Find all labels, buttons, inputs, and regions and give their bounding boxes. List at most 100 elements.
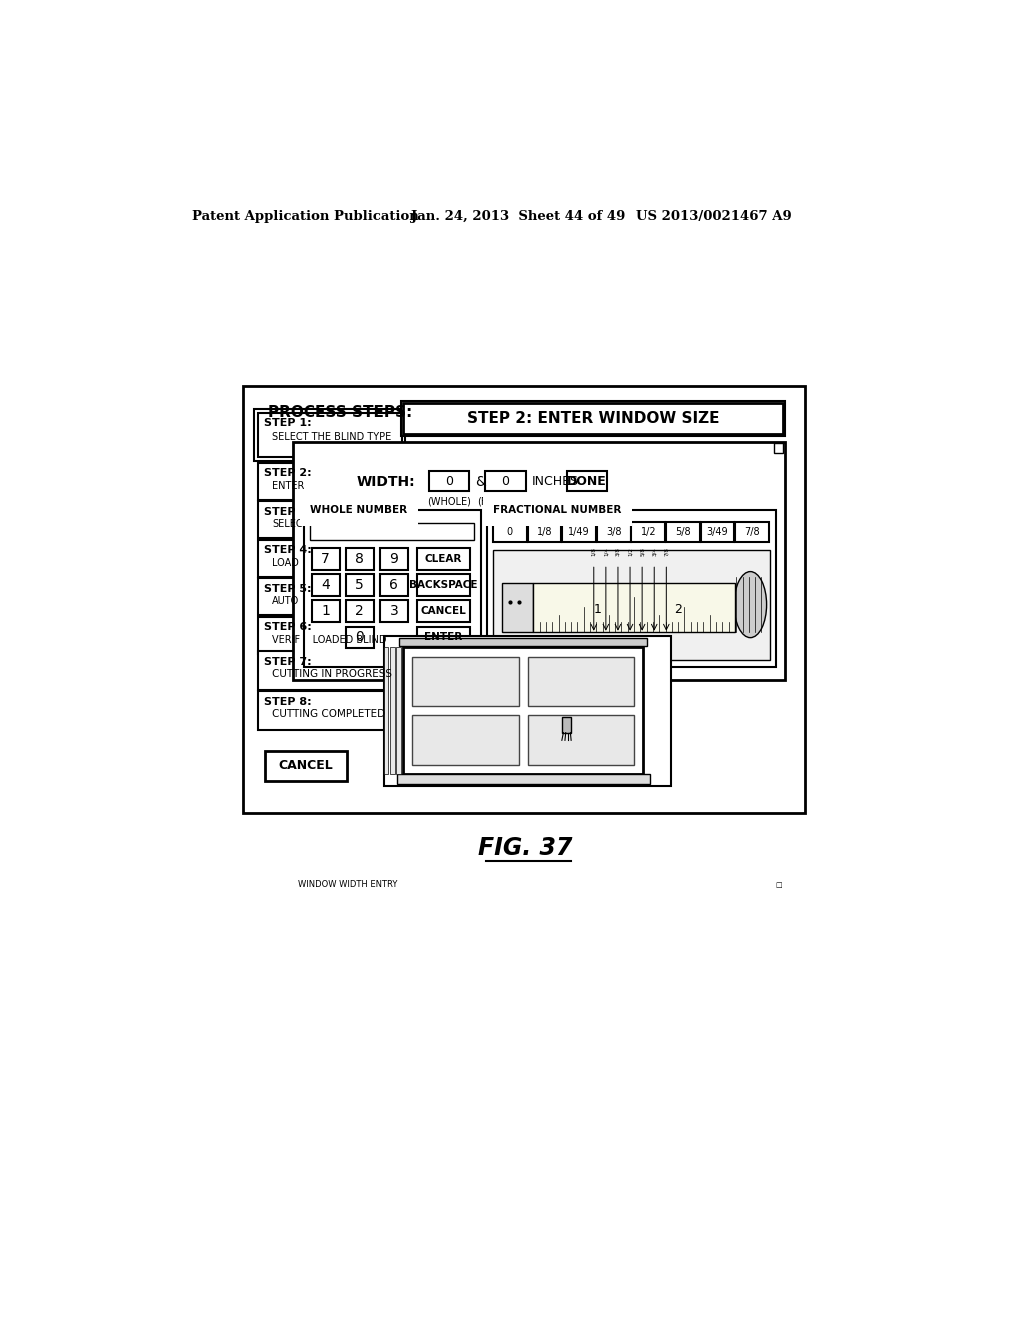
Text: 0: 0 bbox=[502, 474, 509, 487]
Bar bbox=[293, 442, 785, 681]
Bar bbox=[417, 548, 470, 570]
Bar bbox=[346, 627, 374, 648]
Text: STEP 4:: STEP 4: bbox=[264, 545, 312, 556]
Bar bbox=[528, 715, 634, 766]
Text: DONE: DONE bbox=[567, 474, 606, 487]
Text: INCHES: INCHES bbox=[531, 475, 579, 488]
Text: 3/4: 3/4 bbox=[651, 546, 656, 556]
Ellipse shape bbox=[734, 572, 767, 638]
Text: CANCEL: CANCEL bbox=[279, 759, 333, 772]
Text: 8: 8 bbox=[355, 552, 365, 566]
Text: STEP 2:: STEP 2: bbox=[264, 469, 312, 478]
Bar bbox=[632, 521, 666, 543]
Text: 1/2: 1/2 bbox=[640, 527, 656, 537]
Text: ENTER: ENTER bbox=[424, 632, 463, 643]
Bar bbox=[562, 521, 596, 543]
Text: 7/8: 7/8 bbox=[664, 546, 669, 556]
Bar bbox=[397, 775, 649, 784]
Text: 3: 3 bbox=[389, 605, 398, 618]
Bar bbox=[346, 601, 374, 622]
Text: CUTTING COMPLETED: CUTTING COMPLETED bbox=[272, 709, 385, 719]
Text: 3/49: 3/49 bbox=[707, 527, 728, 537]
Bar bbox=[417, 601, 470, 622]
Text: 7: 7 bbox=[322, 552, 330, 566]
Bar bbox=[311, 548, 340, 570]
Bar bbox=[265, 751, 346, 780]
Bar bbox=[413, 715, 518, 766]
Text: SELECT THE BLIND TYPE: SELECT THE BLIND TYPE bbox=[272, 432, 391, 442]
Bar bbox=[384, 636, 671, 785]
Text: 2: 2 bbox=[355, 605, 365, 618]
Bar bbox=[311, 574, 340, 595]
Text: WIDTH:: WIDTH: bbox=[356, 475, 416, 488]
Text: Jan. 24, 2013  Sheet 44 of 49: Jan. 24, 2013 Sheet 44 of 49 bbox=[411, 210, 626, 223]
Bar bbox=[429, 471, 469, 491]
Text: (FRACTION): (FRACTION) bbox=[477, 496, 534, 507]
Bar bbox=[562, 717, 571, 733]
Text: LOAD: LOAD bbox=[272, 557, 299, 568]
Bar bbox=[258, 651, 394, 689]
Text: 0: 0 bbox=[355, 631, 365, 644]
Bar bbox=[258, 502, 394, 539]
Bar bbox=[534, 582, 735, 632]
Bar bbox=[403, 647, 643, 775]
Text: 1/49: 1/49 bbox=[568, 527, 590, 537]
Bar bbox=[346, 548, 374, 570]
Bar bbox=[243, 385, 805, 813]
Text: AUTO: AUTO bbox=[272, 597, 299, 606]
Bar bbox=[493, 549, 770, 660]
Bar bbox=[390, 647, 394, 775]
Text: □: □ bbox=[775, 882, 781, 888]
Bar bbox=[258, 540, 394, 577]
Bar bbox=[258, 462, 394, 499]
Bar bbox=[773, 444, 783, 453]
Text: WINDOW WIDTH ENTRY: WINDOW WIDTH ENTRY bbox=[298, 880, 397, 888]
Bar bbox=[700, 521, 734, 543]
Bar bbox=[566, 471, 607, 491]
Text: 0: 0 bbox=[444, 474, 453, 487]
Text: CUTTING IN PROGRESS: CUTTING IN PROGRESS bbox=[272, 669, 392, 680]
Text: 1/4: 1/4 bbox=[603, 546, 608, 556]
Bar bbox=[400, 401, 785, 437]
Text: STEP 7:: STEP 7: bbox=[264, 657, 312, 667]
Bar bbox=[417, 574, 470, 595]
Bar bbox=[254, 409, 406, 461]
Text: 3/8: 3/8 bbox=[606, 527, 622, 537]
Bar bbox=[485, 471, 525, 491]
Text: 2: 2 bbox=[675, 603, 682, 616]
Text: BACKSPACE: BACKSPACE bbox=[410, 579, 477, 590]
Text: STEP 6:: STEP 6: bbox=[264, 622, 312, 632]
Text: STEP 1:: STEP 1: bbox=[264, 418, 312, 428]
Text: US 2013/0021467 A9: US 2013/0021467 A9 bbox=[636, 210, 792, 223]
Text: 3/8: 3/8 bbox=[615, 546, 621, 556]
Bar bbox=[258, 692, 394, 730]
Text: 5: 5 bbox=[355, 578, 365, 591]
Bar bbox=[403, 404, 783, 434]
Text: 5/8: 5/8 bbox=[675, 527, 690, 537]
Text: STEP 5:: STEP 5: bbox=[264, 583, 312, 594]
Bar bbox=[399, 638, 647, 645]
Bar bbox=[380, 574, 408, 595]
Text: 1/8: 1/8 bbox=[537, 527, 552, 537]
Bar bbox=[597, 521, 631, 543]
Text: 0: 0 bbox=[507, 527, 513, 537]
Text: FRACTIONAL NUMBER: FRACTIONAL NUMBER bbox=[493, 506, 622, 515]
Bar bbox=[311, 601, 340, 622]
Text: ENTER: ENTER bbox=[272, 480, 304, 491]
Bar bbox=[304, 510, 480, 668]
Text: CLEAR: CLEAR bbox=[425, 554, 462, 564]
Text: 6: 6 bbox=[389, 578, 398, 591]
Bar bbox=[503, 582, 534, 632]
Bar bbox=[493, 521, 526, 543]
Text: STEP 3:: STEP 3: bbox=[264, 507, 312, 517]
Bar bbox=[258, 413, 401, 457]
Text: (WHOLE): (WHOLE) bbox=[427, 496, 471, 507]
Bar bbox=[384, 647, 388, 775]
Bar bbox=[527, 521, 561, 543]
Bar bbox=[310, 524, 474, 540]
Bar bbox=[258, 578, 394, 615]
Text: 4: 4 bbox=[322, 578, 330, 591]
Text: 5/8: 5/8 bbox=[640, 546, 645, 556]
Bar bbox=[258, 616, 394, 653]
Text: 1/2: 1/2 bbox=[628, 546, 633, 556]
